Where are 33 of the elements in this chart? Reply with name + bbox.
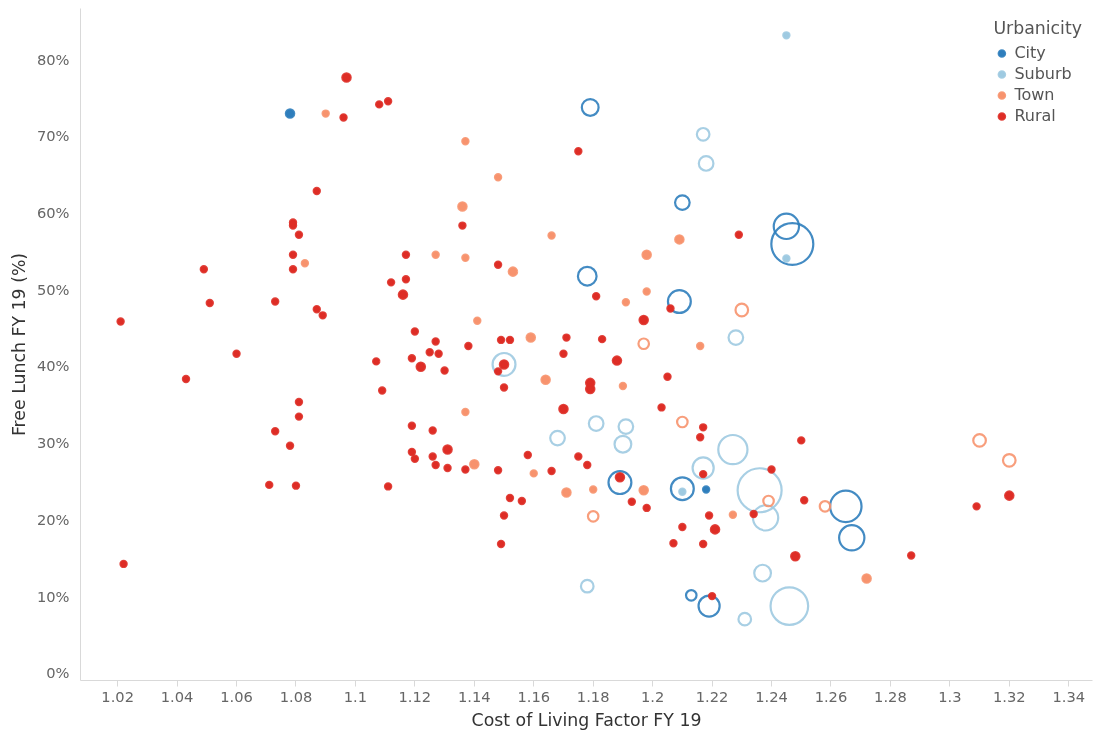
x-tick-label: 1.08 xyxy=(279,687,313,705)
x-tick-label: 1.18 xyxy=(576,687,610,705)
legend-label: Rural xyxy=(1014,106,1056,125)
x-tick-label: 1.32 xyxy=(992,687,1026,705)
y-tick-label: 60% xyxy=(36,204,70,222)
x-tick-label: 1.2 xyxy=(640,687,665,705)
x-tick-label: 1.24 xyxy=(755,687,788,705)
y-tick-label: 70% xyxy=(36,127,70,145)
y-axis-title: Free Lunch FY 19 (%) xyxy=(8,252,29,437)
x-tick-label: 1.02 xyxy=(101,687,134,705)
y-tick-label: 30% xyxy=(36,434,70,452)
y-tick-label: 0% xyxy=(46,664,70,682)
legend-title: Urbanicity xyxy=(993,18,1082,38)
x-tick-label: 1.12 xyxy=(398,687,432,705)
x-tick-label: 1.06 xyxy=(220,687,253,705)
y-tick-label: 40% xyxy=(36,357,70,375)
y-tick-label: 10% xyxy=(36,587,70,605)
legend-label: Suburb xyxy=(1014,64,1072,83)
legend-label: Town xyxy=(1014,85,1055,104)
y-tick-label: 50% xyxy=(36,280,70,298)
x-tick-label: 1.28 xyxy=(874,687,907,705)
x-tick-label: 1.34 xyxy=(1052,687,1086,705)
y-tick-label: 80% xyxy=(36,50,70,68)
x-tick-label: 1.1 xyxy=(343,687,368,705)
x-tick-label: 1.22 xyxy=(695,687,729,705)
x-tick-label: 1.04 xyxy=(160,687,194,705)
y-tick-label: 20% xyxy=(36,510,70,528)
x-tick-label: 1.3 xyxy=(938,687,962,705)
x-axis-title: Cost of Living Factor FY 19 xyxy=(471,709,702,730)
x-tick-label: 1.26 xyxy=(814,687,848,705)
x-tick-label: 1.16 xyxy=(517,687,551,705)
legend-label: City xyxy=(1014,43,1046,62)
x-tick-label: 1.14 xyxy=(457,687,491,705)
